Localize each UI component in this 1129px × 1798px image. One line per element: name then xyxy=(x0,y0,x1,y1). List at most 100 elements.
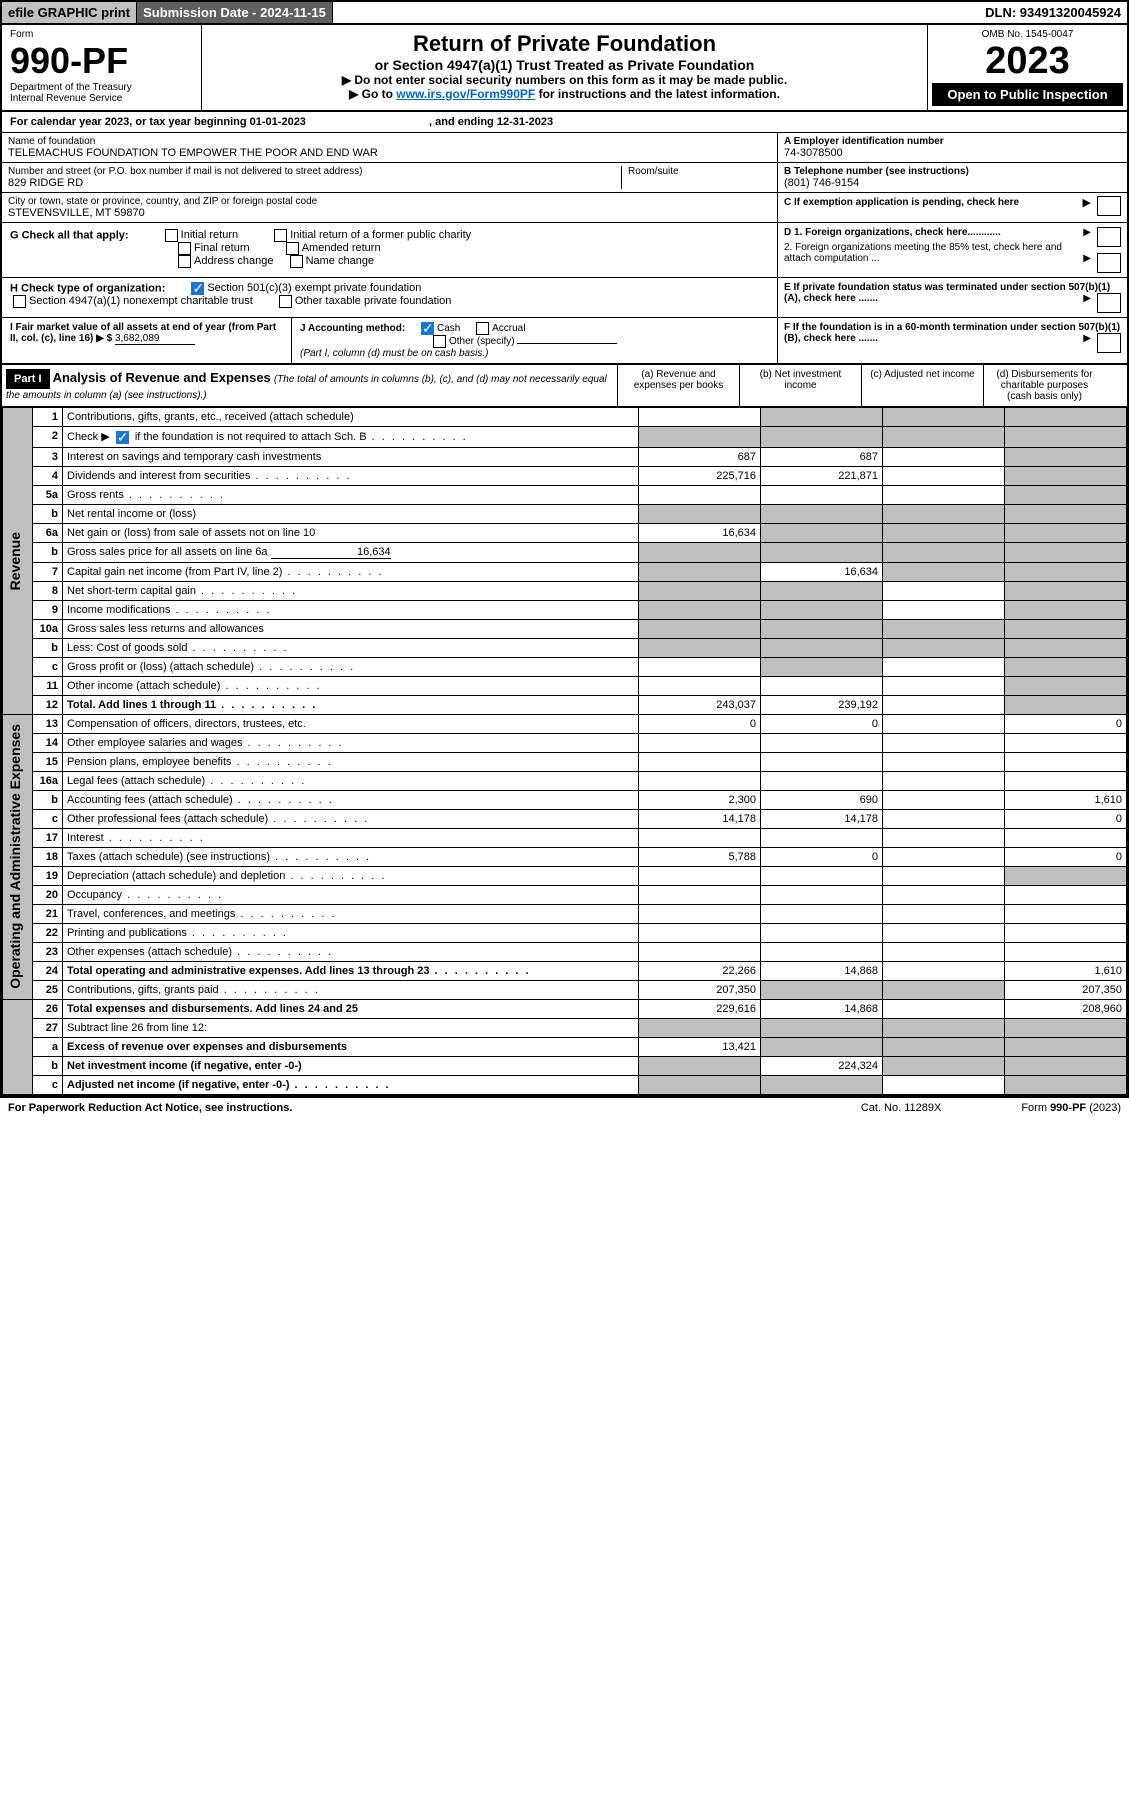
phone-label: B Telephone number (see instructions) xyxy=(784,166,1121,177)
r13: Compensation of officers, directors, tru… xyxy=(63,714,639,733)
ein-cell: A Employer identification number 74-3078… xyxy=(778,133,1127,163)
instr2-pre: ▶ Go to xyxy=(349,87,396,101)
part1-header: Part I Analysis of Revenue and Expenses … xyxy=(2,364,1127,407)
d-section: D 1. Foreign organizations, check here..… xyxy=(777,223,1127,277)
g-initial-former-cb[interactable] xyxy=(274,229,287,242)
he-row: H Check type of organization: Section 50… xyxy=(2,278,1127,318)
city-label: City or town, state or province, country… xyxy=(8,196,771,207)
r20: Occupancy xyxy=(63,885,639,904)
j-section: J Accounting method: Cash Accrual Other … xyxy=(292,318,777,363)
g-initial-cb[interactable] xyxy=(165,229,178,242)
r2: Check ▶ if the foundation is not require… xyxy=(63,427,639,448)
r27b: Net investment income (if negative, ente… xyxy=(63,1056,639,1075)
r10a: Gross sales less returns and allowances xyxy=(63,619,639,638)
header-left: Form 990-PF Department of the Treasury I… xyxy=(2,25,202,110)
part1-label: Part I xyxy=(6,369,50,389)
c-checkbox[interactable] xyxy=(1097,196,1121,216)
r27a: Excess of revenue over expenses and disb… xyxy=(63,1037,639,1056)
j-cash-cb[interactable] xyxy=(421,322,434,335)
g-amended-cb[interactable] xyxy=(286,242,299,255)
d1-label: D 1. Foreign organizations, check here..… xyxy=(784,227,1001,238)
r27c: Adjusted net income (if negative, enter … xyxy=(63,1075,639,1094)
part1-title-cell: Part I Analysis of Revenue and Expenses … xyxy=(2,365,617,406)
omb-label: OMB No. 1545-0047 xyxy=(932,29,1123,40)
r19: Depreciation (attach schedule) and deple… xyxy=(63,866,639,885)
r2-cb[interactable] xyxy=(116,431,129,444)
g-section: G Check all that apply: Initial return I… xyxy=(2,223,777,277)
f-checkbox[interactable] xyxy=(1097,333,1121,353)
g-final-cb[interactable] xyxy=(178,242,191,255)
j-note: (Part I, column (d) must be on cash basi… xyxy=(300,348,488,359)
addr-cell: Number and street (or P.O. box number if… xyxy=(2,163,777,193)
r5a: Gross rents xyxy=(63,485,639,504)
info-left: Name of foundation TELEMACHUS FOUNDATION… xyxy=(2,133,777,222)
r6b: Gross sales price for all assets on line… xyxy=(63,542,639,562)
d2-label: 2. Foreign organizations meeting the 85%… xyxy=(784,242,1062,264)
col-c-header: (c) Adjusted net income xyxy=(861,365,983,406)
r5b: Net rental income or (loss) xyxy=(63,504,639,523)
irs-link[interactable]: www.irs.gov/Form990PF xyxy=(396,87,535,101)
r17: Interest xyxy=(63,828,639,847)
e-checkbox[interactable] xyxy=(1097,293,1121,313)
ijf-row: I Fair market value of all assets at end… xyxy=(2,318,1127,364)
e-label: E If private foundation status was termi… xyxy=(784,282,1110,304)
name-label: Name of foundation xyxy=(8,136,771,147)
part1-title: Analysis of Revenue and Expenses xyxy=(53,370,271,385)
r10b: Less: Cost of goods sold xyxy=(63,638,639,657)
g-name-cb[interactable] xyxy=(290,255,303,268)
g-o2: Initial return of a former public charit… xyxy=(290,229,471,241)
instruction-2: ▶ Go to www.irs.gov/Form990PF for instru… xyxy=(208,87,921,101)
r16b: Accounting fees (attach schedule) xyxy=(63,790,639,809)
form-label: Form xyxy=(10,29,193,40)
form-title: Return of Private Foundation xyxy=(208,31,921,57)
d1-checkbox[interactable] xyxy=(1097,227,1121,247)
h-o3: Other taxable private foundation xyxy=(295,295,452,307)
r11: Other income (attach schedule) xyxy=(63,676,639,695)
city-cell: City or town, state or province, country… xyxy=(2,193,777,222)
city: STEVENSVILLE, MT 59870 xyxy=(8,207,771,219)
j-o1: Cash xyxy=(437,323,460,334)
instruction-1: ▶ Do not enter social security numbers o… xyxy=(208,73,921,87)
ein-label: A Employer identification number xyxy=(784,136,1121,147)
c-cell: C If exemption application is pending, c… xyxy=(778,193,1127,211)
col-b-header: (b) Net investment income xyxy=(739,365,861,406)
col-d-header: (d) Disbursements for charitable purpose… xyxy=(983,365,1105,406)
header-mid: Return of Private Foundation or Section … xyxy=(202,25,927,110)
cal-pre: For calendar year 2023, or tax year begi… xyxy=(10,116,250,128)
r10c: Gross profit or (loss) (attach schedule) xyxy=(63,657,639,676)
r16a: Legal fees (attach schedule) xyxy=(63,771,639,790)
h-other-cb[interactable] xyxy=(279,295,292,308)
h-section: H Check type of organization: Section 50… xyxy=(2,278,777,317)
calendar-row: For calendar year 2023, or tax year begi… xyxy=(2,112,1127,133)
i-value: 3,682,089 xyxy=(115,333,195,345)
j-accrual-cb[interactable] xyxy=(476,322,489,335)
h-4947-cb[interactable] xyxy=(13,295,26,308)
room-label: Room/suite xyxy=(628,166,771,177)
r15: Pension plans, employee benefits xyxy=(63,752,639,771)
g-address-cb[interactable] xyxy=(178,255,191,268)
j-o3: Other (specify) xyxy=(449,336,515,347)
r18: Taxes (attach schedule) (see instruction… xyxy=(63,847,639,866)
h-label: H Check type of organization: xyxy=(10,282,165,294)
f-label: F If the foundation is in a 60-month ter… xyxy=(784,322,1120,344)
j-other-cb[interactable] xyxy=(433,335,446,348)
r12: Total. Add lines 1 through 11 xyxy=(63,695,639,714)
expenses-side-label: Operating and Administrative Expenses xyxy=(7,724,23,989)
r7: Capital gain net income (from Part IV, l… xyxy=(63,562,639,581)
r27: Subtract line 26 from line 12: xyxy=(63,1018,639,1037)
g-o5: Address change xyxy=(194,255,274,267)
tax-year: 2023 xyxy=(932,40,1123,83)
ein: 74-3078500 xyxy=(784,147,1121,159)
instr2-post: for instructions and the latest informat… xyxy=(535,87,780,101)
g-o3: Final return xyxy=(194,242,250,254)
h-o1: Section 501(c)(3) exempt private foundat… xyxy=(207,282,421,294)
r8: Net short-term capital gain xyxy=(63,581,639,600)
footer-right: Form 990-PF (2023) xyxy=(1021,1102,1121,1114)
phone: (801) 746-9154 xyxy=(784,177,1121,189)
d2-checkbox[interactable] xyxy=(1097,253,1121,273)
addr-label: Number and street (or P.O. box number if… xyxy=(8,166,621,177)
dln-label: DLN: 93491320045924 xyxy=(979,2,1127,23)
cal-end: 12-31-2023 xyxy=(497,116,553,128)
h-501c3-cb[interactable] xyxy=(191,282,204,295)
e-section: E If private foundation status was termi… xyxy=(777,278,1127,317)
